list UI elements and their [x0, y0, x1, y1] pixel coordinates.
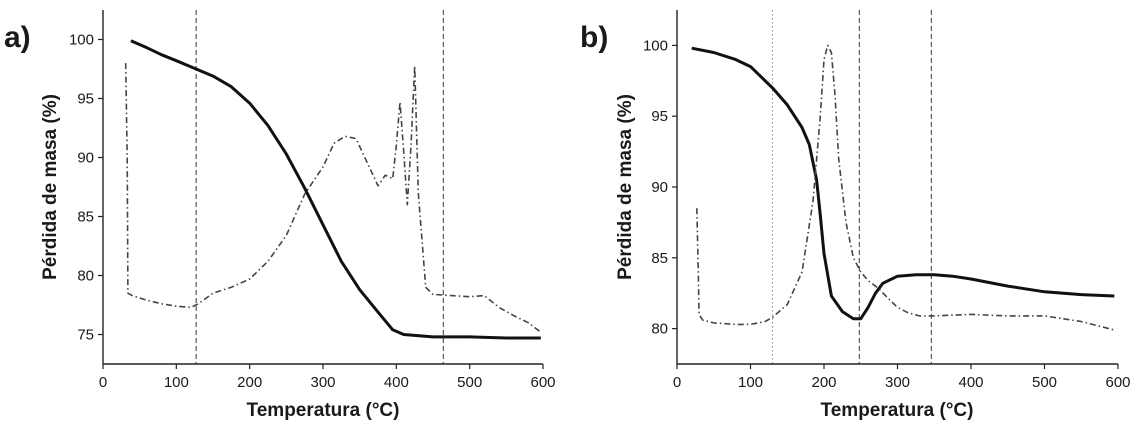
y-tick-label-a: 85 — [77, 209, 94, 226]
y-axis-title-b: Pérdida de masa (%) — [615, 94, 636, 280]
y-tick-label-a: 75 — [77, 327, 94, 344]
series-group-a — [124, 39, 542, 340]
x-tick-label-b: 300 — [885, 374, 910, 391]
x-ticks-a: 0 100 200 300 400 500 600 — [99, 364, 556, 391]
x-tick-label-a: 300 — [310, 374, 335, 391]
y-ticks-a: 75 80 85 90 95 100 — [69, 32, 103, 344]
series-group-b — [691, 44, 1115, 331]
x-tick-label-a: 600 — [530, 374, 555, 391]
derivative-line-b — [696, 44, 1115, 331]
x-tick-label-b: 200 — [811, 374, 836, 391]
x-tick-label-b: 100 — [738, 374, 763, 391]
panel-label-b: b) — [580, 21, 608, 54]
y-tick-label-b: 95 — [651, 108, 668, 125]
y-tick-label-a: 100 — [69, 32, 94, 49]
x-tick-label-a: 200 — [237, 374, 262, 391]
x-tick-label-b: 400 — [958, 374, 983, 391]
y-tick-label-b: 100 — [643, 37, 668, 54]
x-tick-label-a: 100 — [164, 374, 189, 391]
x-tick-label-a: 500 — [457, 374, 482, 391]
x-tick-label-a: 400 — [384, 374, 409, 391]
y-tick-label-b: 85 — [651, 250, 668, 267]
x-tick-label-a: 0 — [99, 374, 107, 391]
y-tick-label-a: 80 — [77, 268, 94, 285]
mass-loss-line-a — [130, 39, 541, 340]
y-tick-label-b: 80 — [651, 321, 668, 338]
reference-lines-a — [195, 10, 444, 364]
x-tick-label-b: 600 — [1105, 374, 1130, 391]
y-tick-label-a: 90 — [77, 150, 94, 167]
chart-panel-b: b) 0 100 200 300 400 500 600 80 85 90 95 100 Tempe… — [580, 10, 1131, 421]
x-tick-label-b: 500 — [1032, 374, 1057, 391]
y-tick-label-a: 95 — [77, 91, 94, 108]
chart-panel-a: a) 0 100 200 300 400 500 600 75 80 85 90 95 100 Tem… — [4, 10, 556, 421]
x-ticks-b: 0 100 200 300 400 500 600 — [673, 364, 1131, 391]
reference-lines-b — [772, 10, 932, 364]
y-tick-label-b: 90 — [651, 179, 668, 196]
x-tick-label-b: 0 — [673, 374, 681, 391]
derivative-line-a — [124, 63, 542, 333]
x-axis-title-b: Temperatura (°C) — [821, 400, 974, 421]
x-axis-title-a: Temperatura (°C) — [247, 400, 400, 421]
y-axis-title-a: Pérdida de masa (%) — [40, 94, 61, 280]
y-ticks-b: 80 85 90 95 100 — [643, 37, 677, 338]
mass-loss-line-b — [691, 46, 1115, 321]
panel-label-a: a) — [4, 21, 31, 54]
